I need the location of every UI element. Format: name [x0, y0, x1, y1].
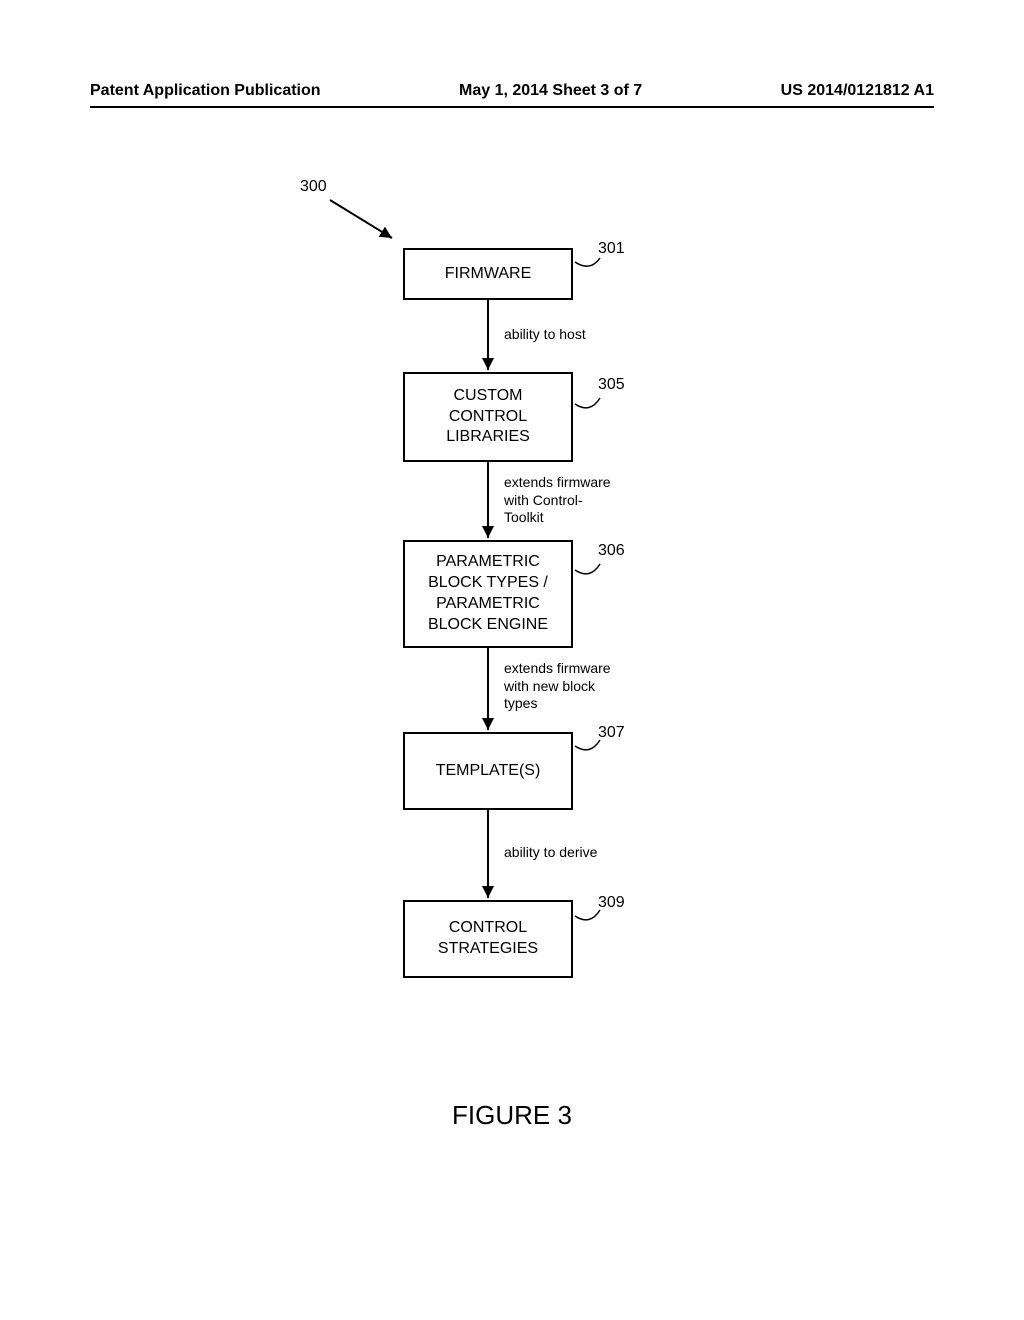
node-ref-tmpl: 307	[598, 724, 625, 742]
node-ccl: CUSTOMCONTROLLIBRARIES	[403, 372, 573, 462]
node-ref-pbt: 306	[598, 542, 625, 560]
node-ref-cs: 309	[598, 894, 625, 912]
node-cs: CONTROLSTRATEGIES	[403, 900, 573, 978]
figure-title: FIGURE 3	[0, 1100, 1024, 1131]
edge-label-ccl-pbt: extends firmwarewith Control-Toolkit	[504, 474, 611, 527]
node-firmware: FIRMWARE	[403, 248, 573, 300]
node-tmpl: TEMPLATE(S)	[403, 732, 573, 810]
node-ref-firmware: 301	[598, 240, 625, 258]
node-pbt: PARAMETRICBLOCK TYPES /PARAMETRICBLOCK E…	[403, 540, 573, 648]
figure-ref-300: 300	[300, 178, 327, 196]
edge-label-tmpl-cs: ability to derive	[504, 844, 597, 862]
node-ref-ccl: 305	[598, 376, 625, 394]
edge-label-firmware-ccl: ability to host	[504, 326, 586, 344]
edge-label-pbt-tmpl: extends firmwarewith new blocktypes	[504, 660, 611, 713]
